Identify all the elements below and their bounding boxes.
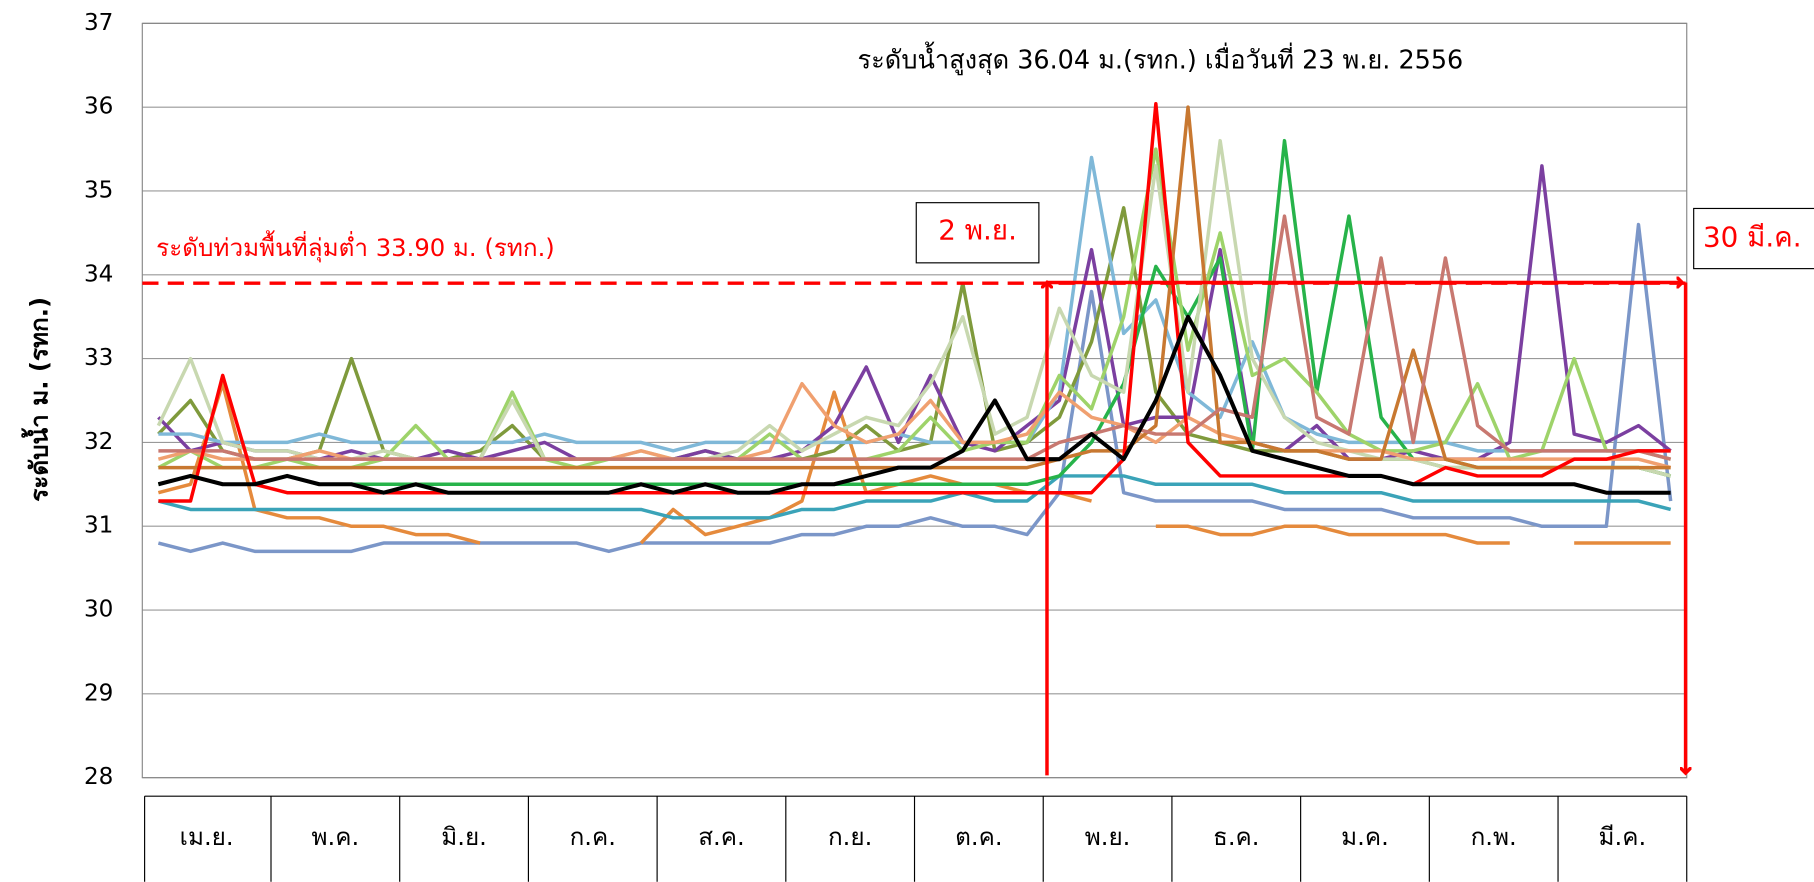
series-line (157, 147, 1672, 470)
series-line (158, 102, 1671, 503)
x-tick-label: พ.ย. (1085, 822, 1131, 851)
plot-frame (141, 22, 1688, 779)
series-line (158, 105, 1671, 470)
x-tick-label: ก.ค. (570, 822, 616, 851)
y-tick-label: 36 (84, 94, 113, 120)
series-line (1155, 524, 1510, 545)
series-line (157, 474, 1672, 520)
series-line (157, 381, 481, 545)
start-label: 2 พ.ย. (938, 214, 1017, 247)
y-tick-label: 32 (84, 429, 113, 455)
y-tick-label: 33 (84, 345, 113, 371)
series-line (158, 155, 1671, 453)
end-label: 30 มี.ค. (1703, 221, 1802, 254)
y-tick-label: 30 (84, 597, 113, 623)
y-tick-label: 31 (84, 513, 113, 539)
x-tick-label: พ.ค. (312, 822, 360, 851)
x-tick-label: ม.ค. (1341, 822, 1389, 851)
x-tick-label: เม.ย. (180, 822, 234, 851)
flood-annotation: ระดับท่วมพื้นที่ลุ่มต่ำ 33.90 ม. (รทก.) (156, 230, 555, 263)
y-tick-label: 28 (84, 764, 113, 790)
x-tick-label: ธ.ค. (1213, 822, 1260, 851)
y-tick-label: 34 (84, 261, 113, 287)
y-axis-label: ระดับน้ำ ม. (รทก.) (20, 297, 53, 502)
series-line (157, 314, 1671, 495)
x-tick-label: มี.ค. (1599, 822, 1647, 851)
series-line (158, 214, 1672, 461)
x-tick-label: มิ.ย. (441, 822, 487, 851)
x-tick-label: ต.ค. (955, 822, 1002, 851)
series-line (157, 222, 1673, 554)
y-tick-label: 35 (84, 177, 113, 203)
end-box (1693, 207, 1814, 270)
x-tick-label: ส.ค. (698, 822, 745, 851)
x-tick-label: ก.พ. (1471, 822, 1517, 851)
max-annotation: ระดับน้ำสูงสุด 36.04 ม.(รทก.) เมื่อวันที… (857, 42, 1463, 76)
y-tick-label: 37 (84, 10, 113, 36)
x-tick-label: ก.ย. (828, 822, 872, 851)
start-box (915, 202, 1040, 264)
y-tick-label: 29 (84, 680, 113, 706)
